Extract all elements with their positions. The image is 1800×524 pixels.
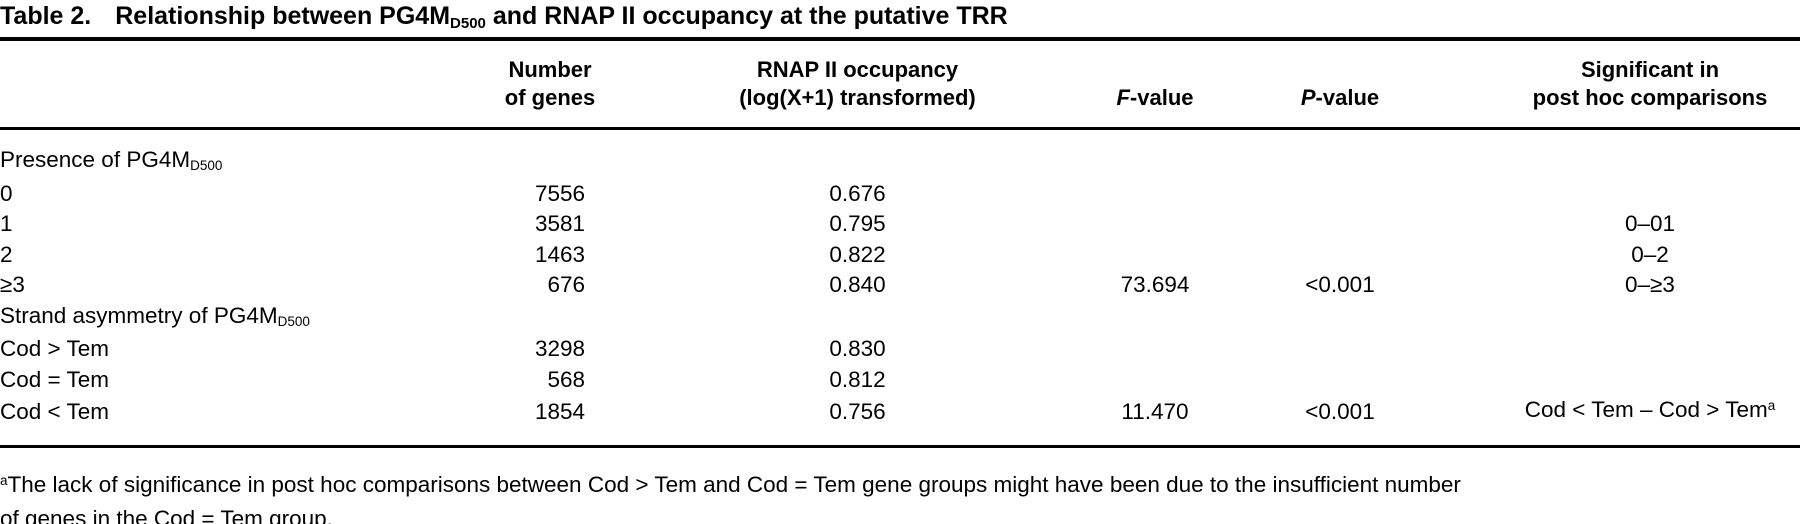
cell-occupancy: 0.840 bbox=[829, 272, 886, 297]
cell-row-label: Cod = Tem bbox=[0, 366, 110, 392]
cell-f-value bbox=[1070, 334, 1240, 365]
table-row: 2 1463 0.822 0–2 bbox=[0, 240, 1800, 271]
header-f-value: F-value bbox=[1070, 39, 1240, 130]
table-number-label: Table 2. bbox=[0, 2, 92, 30]
cell-row-label: 2 bbox=[0, 241, 13, 267]
cell-occupancy: 0.756 bbox=[829, 398, 886, 424]
header-rnap-occupancy: RNAP II occupancy (log(X+1) transformed) bbox=[645, 39, 1070, 130]
header-number-of-genes: Number of genes bbox=[390, 39, 645, 130]
footnote-line-2: of genes in the Cod = Tem group. bbox=[0, 505, 333, 524]
cell-significant bbox=[1440, 179, 1800, 210]
header-p-value: P-value bbox=[1240, 39, 1440, 130]
footnote-line-1: The lack of significance in post hoc com… bbox=[7, 471, 1461, 497]
cell-occupancy: 0.822 bbox=[829, 241, 886, 267]
cell-significant bbox=[1440, 365, 1800, 396]
cell-p-value bbox=[1240, 365, 1440, 396]
cell-significant: 0–2 bbox=[1631, 241, 1669, 267]
cell-p-value bbox=[1240, 334, 1440, 365]
cell-f-value bbox=[1070, 209, 1240, 240]
cell-p-value: <0.001 bbox=[1305, 272, 1375, 297]
cell-row-label: 0 bbox=[0, 180, 13, 206]
cell-genes: 568 bbox=[547, 366, 585, 392]
footnote-marker-superscript: a bbox=[1767, 398, 1776, 414]
cell-occupancy: 0.830 bbox=[829, 336, 886, 361]
table-footnote: aThe lack of significance in post hoc co… bbox=[0, 469, 1800, 524]
cell-row-label: Cod < Tem bbox=[0, 398, 110, 424]
table-header-row: Number of genes RNAP II occupancy (log(X+1… bbox=[0, 39, 1800, 130]
cell-p-value bbox=[1240, 209, 1440, 240]
title-subscript: D500 bbox=[450, 14, 486, 32]
section-label-subscript: D500 bbox=[277, 313, 310, 329]
cell-occupancy: 0.795 bbox=[829, 211, 886, 236]
cell-genes: 7556 bbox=[534, 180, 585, 206]
table-row: 1 3581 0.795 0–01 bbox=[0, 209, 1800, 240]
cell-genes: 3298 bbox=[534, 336, 585, 361]
cell-row-label: ≥3 bbox=[0, 272, 25, 297]
section-row-presence: Presence of PG4MD500 bbox=[0, 129, 1800, 179]
table-row: Cod > Tem 3298 0.830 bbox=[0, 334, 1800, 365]
table-row: 0 7556 0.676 bbox=[0, 179, 1800, 210]
section-label-subscript: D500 bbox=[190, 158, 223, 174]
header-significant: Significant in post hoc comparisons bbox=[1440, 39, 1800, 130]
cell-genes: 676 bbox=[547, 272, 585, 297]
section-label: Presence of PG4MD500 bbox=[0, 147, 223, 174]
section-label: Strand asymmetry of PG4MD500 bbox=[0, 302, 310, 329]
cell-occupancy: 0.676 bbox=[829, 180, 886, 206]
cell-f-value bbox=[1070, 240, 1240, 271]
cell-f-value: 11.470 bbox=[1121, 398, 1189, 424]
cell-f-value: 73.694 bbox=[1120, 272, 1190, 297]
cell-significant: 0–≥3 bbox=[1625, 272, 1675, 297]
cell-occupancy: 0.812 bbox=[829, 366, 886, 392]
cell-significant bbox=[1440, 334, 1800, 365]
cell-genes: 1463 bbox=[534, 241, 585, 267]
cell-row-label: Cod > Tem bbox=[0, 336, 110, 361]
cell-genes: 1854 bbox=[534, 398, 585, 424]
table-title-text: Relationship between PG4MD500 and RNAP I… bbox=[115, 2, 1008, 32]
cell-p-value: <0.001 bbox=[1305, 398, 1375, 424]
footnote-marker: a bbox=[0, 472, 8, 488]
table-body: Presence of PG4MD500 0 7556 0.676 1 3581… bbox=[0, 129, 1800, 447]
cell-p-value bbox=[1240, 179, 1440, 210]
cell-p-value bbox=[1240, 240, 1440, 271]
header-row-label bbox=[0, 39, 390, 130]
cell-row-label: 1 bbox=[0, 211, 13, 236]
results-table: Number of genes RNAP II occupancy (log(X+1… bbox=[0, 37, 1800, 448]
table-row: Cod < Tem 1854 0.756 11.470 <0.001 Cod <… bbox=[0, 395, 1800, 446]
table-row: ≥3 676 0.840 73.694 <0.001 0–≥3 bbox=[0, 270, 1800, 301]
table-row: Cod = Tem 568 0.812 bbox=[0, 365, 1800, 396]
table-title: Table 2. Relationship between PG4MD500 an… bbox=[0, 0, 1800, 35]
cell-f-value bbox=[1070, 365, 1240, 396]
cell-f-value bbox=[1070, 179, 1240, 210]
cell-genes: 3581 bbox=[534, 211, 585, 236]
cell-significant: Cod < Tem – Cod > Tema bbox=[1524, 397, 1776, 422]
cell-significant: 0–01 bbox=[1624, 211, 1676, 236]
section-row-strand-asymmetry: Strand asymmetry of PG4MD500 bbox=[0, 301, 1800, 335]
